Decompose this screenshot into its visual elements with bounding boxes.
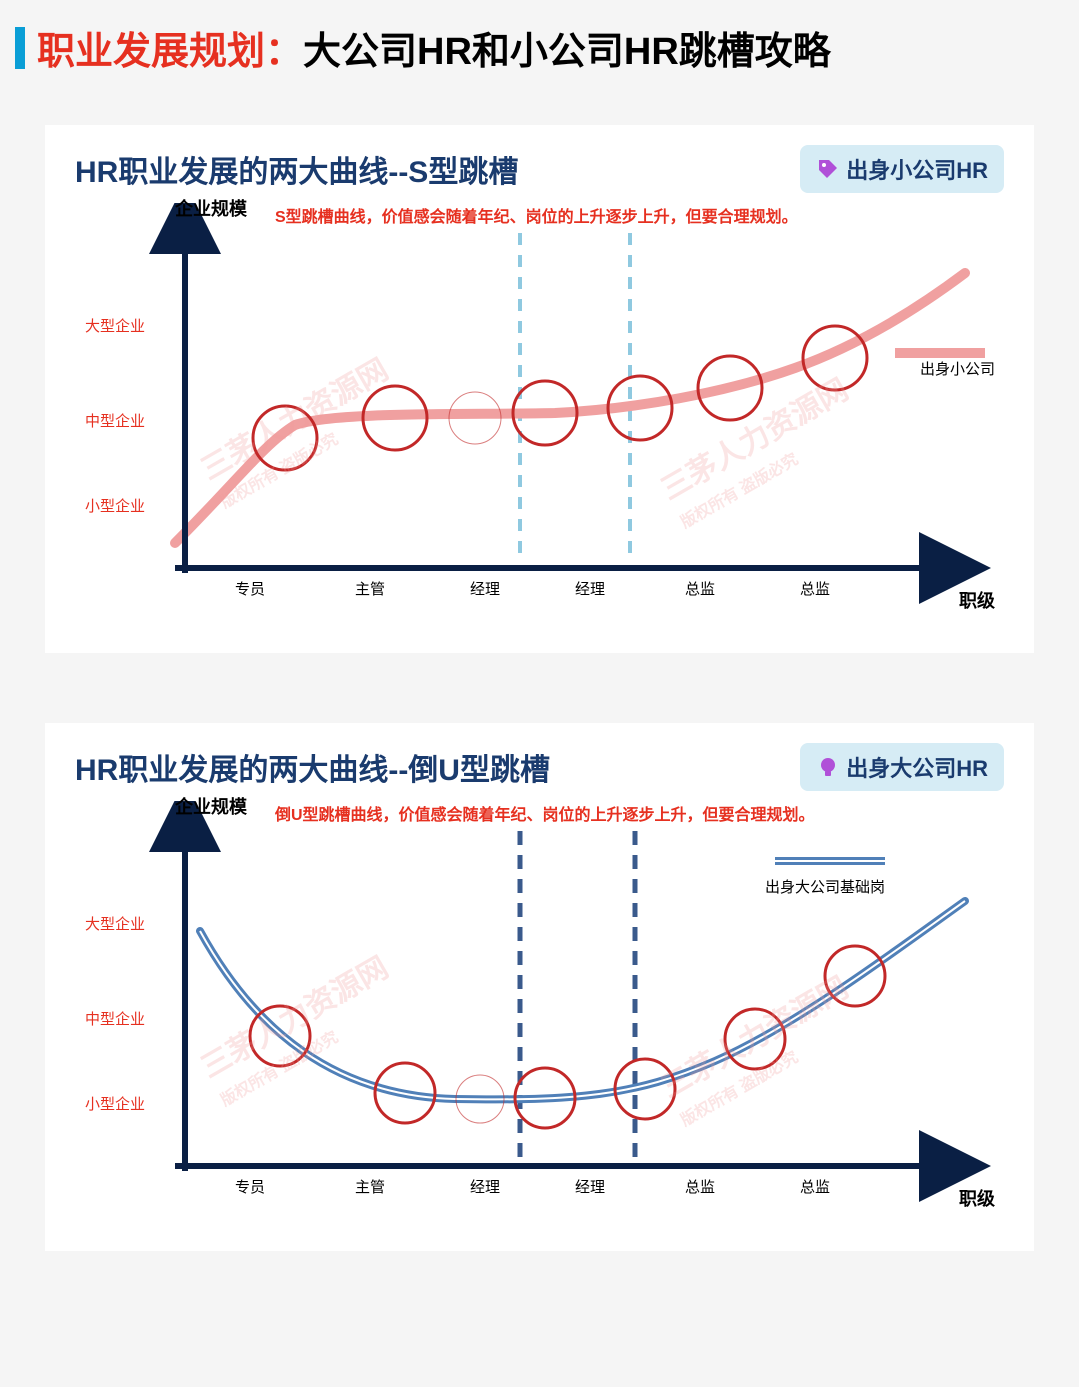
chart2-caption: 倒U型跳槽曲线，价值感会随着年纪、岗位的上升逐步上升，但要合理规划。 (275, 801, 815, 825)
chart1-caption: S型跳槽曲线，价值感会随着年纪、岗位的上升逐步上升，但要合理规划。 (275, 203, 798, 227)
header-accent-bar (15, 27, 25, 69)
chart2-badge: 出身大公司HR (800, 743, 1004, 791)
tag-icon (816, 157, 840, 181)
chart1-title: HR职业发展的两大曲线--S型跳槽 (75, 147, 518, 191)
chart1-canvas: 企业规模 S型跳槽曲线，价值感会随着年纪、岗位的上升逐步上升，但要合理规划。 三… (75, 203, 995, 623)
chart1-legend-label: 出身小公司 (920, 358, 995, 379)
x-axis-label: 专员 (220, 1176, 280, 1197)
chart2-y-axis-title: 企业规模 (175, 793, 247, 819)
chart-card-s-curve: HR职业发展的两大曲线--S型跳槽 出身小公司HR 企业规模 S型跳槽曲线，价值… (45, 125, 1034, 653)
bulb-icon (816, 755, 840, 779)
x-axis-label: 总监 (670, 1176, 730, 1197)
chart2-title: HR职业发展的两大曲线--倒U型跳槽 (75, 745, 550, 789)
chart2-legend-label: 出身大公司基础岗 (765, 876, 885, 897)
x-axis-label: 总监 (785, 578, 845, 599)
y-axis-label: 小型企业 (75, 495, 145, 516)
x-axis-label: 经理 (560, 578, 620, 599)
y-axis-label: 中型企业 (75, 410, 145, 431)
x-axis-label: 经理 (455, 578, 515, 599)
chart2-svg (75, 801, 995, 1221)
chart2-x-axis-title: 职级 (959, 1185, 995, 1211)
x-axis-label: 经理 (560, 1176, 620, 1197)
chart1-y-axis-title: 企业规模 (175, 195, 247, 221)
x-axis-label: 总监 (670, 578, 730, 599)
chart2-badge-label: 出身大公司HR (846, 751, 988, 783)
y-axis-label: 小型企业 (75, 1093, 145, 1114)
chart2-canvas: 企业规模 倒U型跳槽曲线，价值感会随着年纪、岗位的上升逐步上升，但要合理规划。 … (75, 801, 995, 1221)
chart1-header: HR职业发展的两大曲线--S型跳槽 出身小公司HR (75, 145, 1004, 193)
x-axis-label: 总监 (785, 1176, 845, 1197)
chart-card-u-curve: HR职业发展的两大曲线--倒U型跳槽 出身大公司HR 企业规模 倒U型跳槽曲线，… (45, 723, 1034, 1251)
chart1-x-axis-title: 职级 (959, 587, 995, 613)
page-header: 职业发展规划： 大公司HR和小公司HR跳槽攻略 (15, 20, 1064, 75)
y-axis-label: 大型企业 (75, 913, 145, 934)
x-axis-label: 主管 (340, 1176, 400, 1197)
y-axis-label: 中型企业 (75, 1008, 145, 1029)
header-title-red: 职业发展规划： (37, 20, 303, 75)
x-axis-label: 经理 (455, 1176, 515, 1197)
chart1-badge-label: 出身小公司HR (846, 153, 988, 185)
header-title-black: 大公司HR和小公司HR跳槽攻略 (303, 20, 831, 75)
x-axis-label: 专员 (220, 578, 280, 599)
y-axis-label: 大型企业 (75, 315, 145, 336)
chart1-badge: 出身小公司HR (800, 145, 1004, 193)
chart2-header: HR职业发展的两大曲线--倒U型跳槽 出身大公司HR (75, 743, 1004, 791)
chart1-svg (75, 203, 995, 623)
x-axis-label: 主管 (340, 578, 400, 599)
